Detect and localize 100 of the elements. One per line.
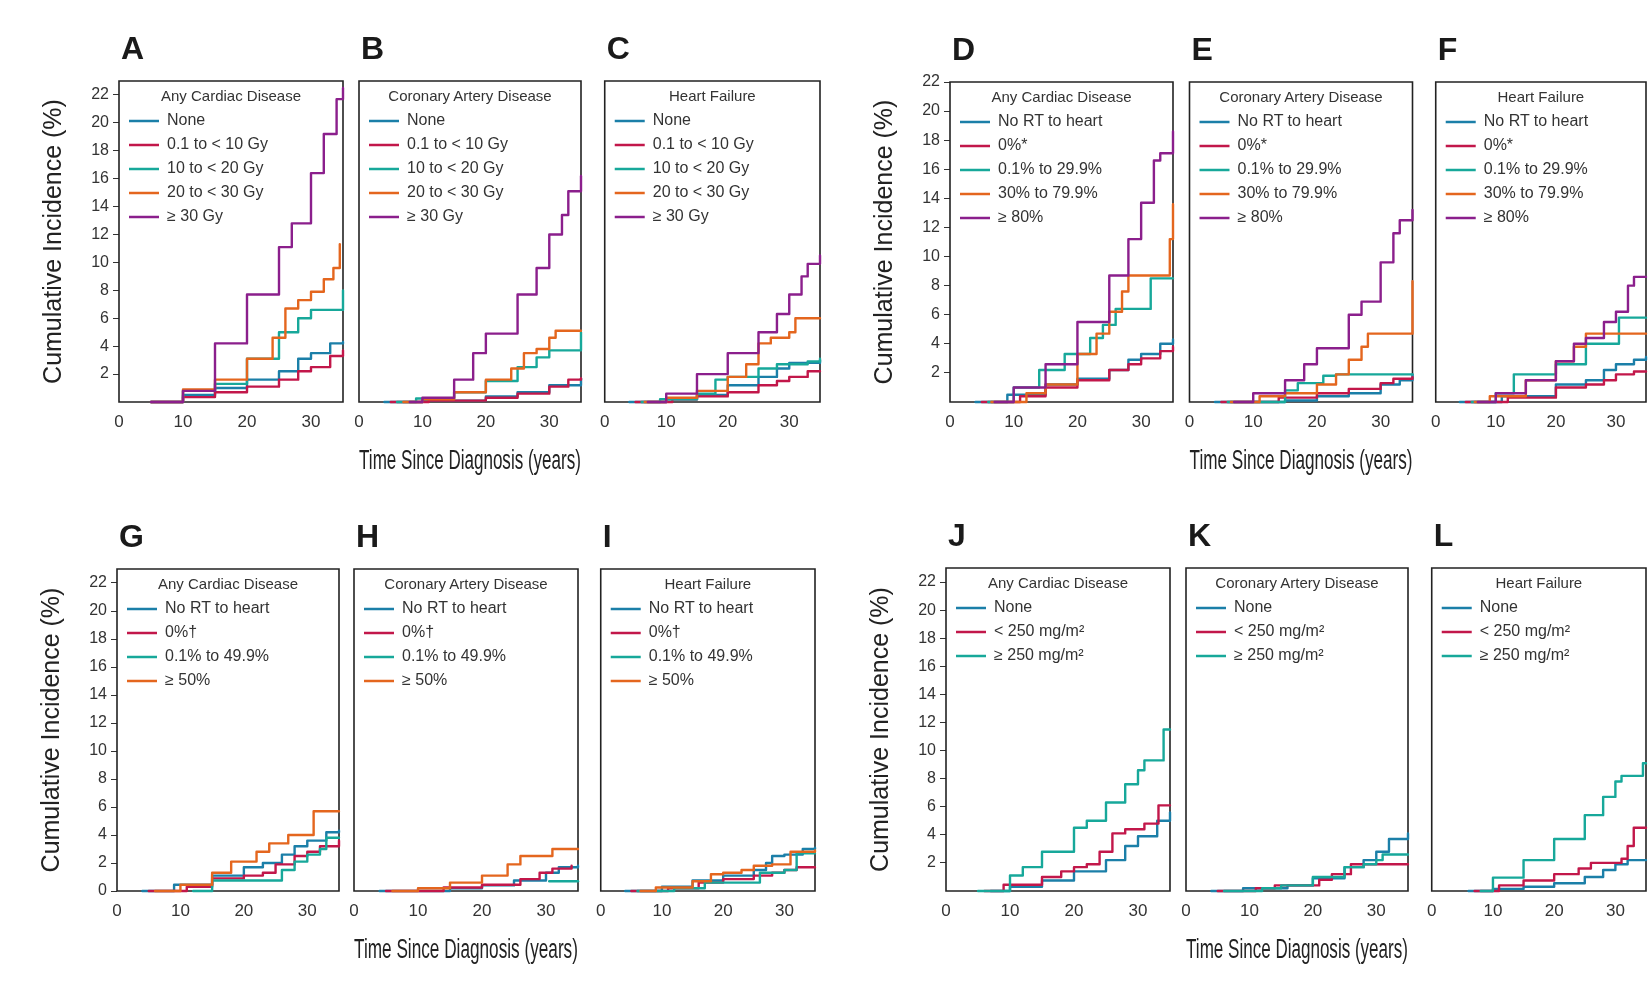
y-tick-label: 12 bbox=[922, 217, 941, 235]
legend-label: 10 to < 20 Gy bbox=[407, 159, 504, 177]
x-tick-label: 0 bbox=[1184, 411, 1194, 431]
x-tick-label: 10 bbox=[1486, 411, 1506, 431]
x-tick-label: 0 bbox=[1430, 411, 1441, 431]
legend-label: 0%* bbox=[998, 136, 1028, 154]
y-tick-label: 2 bbox=[927, 853, 937, 871]
legend-title: Coronary Artery Disease bbox=[384, 575, 548, 593]
x-tick-label: 20 bbox=[1067, 411, 1087, 431]
legend-label: ≥ 80% bbox=[998, 208, 1044, 226]
legend-label: No RT to heart bbox=[402, 599, 507, 617]
y-tick-label: 20 bbox=[918, 600, 937, 618]
y-tick-label: 6 bbox=[100, 308, 110, 326]
x-tick-label: 0 bbox=[349, 900, 359, 920]
x-tick-label: 20 bbox=[1064, 900, 1084, 920]
y-tick-label: 10 bbox=[91, 252, 110, 270]
legend-label: No RT to heart bbox=[648, 599, 754, 617]
y-tick-label: 22 bbox=[922, 72, 941, 90]
x-tick-label: 0 bbox=[1426, 900, 1437, 920]
legend-label: 0.1% to 29.9% bbox=[1483, 160, 1588, 178]
legend-label: < 250 mg/m² bbox=[1479, 622, 1571, 640]
legend-title: Coronary Artery Disease bbox=[1215, 574, 1379, 592]
chart-title: B bbox=[361, 30, 385, 66]
x-tick-label: 30 bbox=[297, 900, 317, 920]
legend-label: ≥ 30 Gy bbox=[652, 207, 709, 225]
legend-title: Heart Failure bbox=[1497, 88, 1585, 106]
y-tick-label: 2 bbox=[98, 853, 108, 871]
x-tick-label: 0 bbox=[595, 900, 606, 920]
legend-label: 0.1 to < 10 Gy bbox=[652, 135, 754, 153]
x-tick-label: 30 bbox=[1370, 411, 1390, 431]
y-tick-label: 18 bbox=[918, 628, 937, 646]
x-tick-label: 20 bbox=[472, 900, 492, 920]
y-tick-label: 8 bbox=[100, 280, 110, 298]
legend-label: None bbox=[1234, 598, 1273, 616]
chart-title: K bbox=[1188, 517, 1212, 553]
chart-title: G bbox=[119, 518, 144, 554]
legend-label: 30% to 79.9% bbox=[998, 184, 1098, 202]
x-tick-label: 0 bbox=[1181, 900, 1191, 920]
legend-label: No RT to heart bbox=[165, 599, 270, 617]
y-tick-label: 8 bbox=[98, 769, 108, 787]
legend-label: ≥ 30 Gy bbox=[407, 207, 463, 225]
y-tick-label: 2 bbox=[100, 364, 110, 382]
y-tick-label: 14 bbox=[91, 197, 110, 215]
x-tick-label: 0 bbox=[945, 411, 955, 431]
legend-label: 0%* bbox=[1237, 136, 1267, 154]
y-tick-label: 10 bbox=[918, 740, 937, 758]
x-tick-label: 30 bbox=[1128, 900, 1148, 920]
legend-title: Coronary Artery Disease bbox=[1218, 88, 1383, 106]
x-tick-label: 0 bbox=[599, 411, 610, 431]
y-tick-label: 2 bbox=[931, 363, 941, 381]
x-tick-label: 30 bbox=[1605, 900, 1625, 920]
legend-title: Heart Failure bbox=[664, 575, 752, 593]
legend-label: 10 to < 20 Gy bbox=[652, 159, 750, 177]
legend-label: 30% to 79.9% bbox=[1237, 184, 1337, 202]
x-tick-label: 20 bbox=[476, 411, 496, 431]
x-tick-label: 20 bbox=[1546, 411, 1566, 431]
x-tick-label: 30 bbox=[774, 900, 794, 920]
legend-label: 0.1% to 49.9% bbox=[402, 647, 507, 665]
legend-label: ≥ 50% bbox=[165, 671, 211, 689]
y-tick-label: 4 bbox=[931, 334, 941, 352]
legend-label: 0%† bbox=[402, 623, 435, 641]
y-tick-label: 16 bbox=[89, 657, 108, 675]
legend-label: < 250 mg/m² bbox=[994, 622, 1085, 640]
legend-label: None bbox=[652, 111, 692, 129]
y-tick-label: 4 bbox=[98, 825, 108, 843]
y-tick-label: 14 bbox=[922, 188, 941, 206]
y-tick-label: 0 bbox=[98, 881, 108, 899]
x-axis-title: Time Since Diagnosis (years) bbox=[1186, 934, 1408, 965]
chart-title: L bbox=[1433, 517, 1454, 553]
x-tick-label: 10 bbox=[1239, 900, 1259, 920]
y-tick-label: 16 bbox=[91, 169, 110, 187]
y-tick-label: 12 bbox=[89, 713, 108, 731]
chart-title: A bbox=[121, 30, 145, 66]
legend-label: No RT to heart bbox=[998, 112, 1103, 130]
legend-label: 0.1% to 49.9% bbox=[165, 647, 270, 665]
legend-label: 20 to < 30 Gy bbox=[652, 183, 750, 201]
legend-label: 0%* bbox=[1483, 136, 1514, 154]
x-tick-label: 30 bbox=[1131, 411, 1151, 431]
y-tick-label: 8 bbox=[931, 276, 941, 294]
y-tick-label: 8 bbox=[927, 769, 937, 787]
y-tick-label: 16 bbox=[918, 656, 937, 674]
x-tick-label: 30 bbox=[1366, 900, 1386, 920]
legend-title: Heart Failure bbox=[1495, 574, 1583, 592]
x-tick-label: 20 bbox=[1303, 900, 1323, 920]
x-axis-title: Time Since Diagnosis (years) bbox=[1189, 445, 1412, 476]
x-tick-label: 20 bbox=[234, 900, 254, 920]
chart-title: I bbox=[602, 518, 612, 554]
legend-label: ≥ 80% bbox=[1237, 208, 1283, 226]
legend-label: 0%† bbox=[648, 623, 681, 641]
x-tick-label: 20 bbox=[718, 411, 738, 431]
chart-title: D bbox=[952, 31, 976, 67]
legend-label: ≥ 50% bbox=[648, 671, 694, 689]
x-axis-title: Time Since Diagnosis (years) bbox=[354, 934, 578, 965]
x-tick-label: 10 bbox=[170, 900, 190, 920]
legend-title: Any Cardiac Disease bbox=[157, 575, 299, 593]
x-tick-label: 10 bbox=[412, 411, 432, 431]
legend-label: None bbox=[407, 111, 446, 129]
x-tick-label: 10 bbox=[1000, 900, 1020, 920]
x-tick-label: 10 bbox=[173, 411, 193, 431]
legend-label: 0%† bbox=[165, 623, 198, 641]
